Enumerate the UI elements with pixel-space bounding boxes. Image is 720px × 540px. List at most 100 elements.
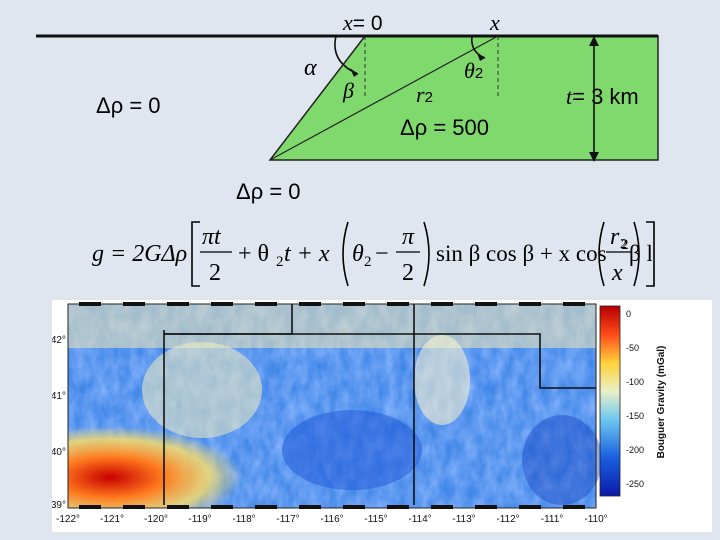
thickness-label: t= 3 km [566, 84, 639, 109]
map-frame-tick [299, 302, 321, 306]
map-frame-tick [519, 505, 541, 509]
x-tick-label: -119° [188, 514, 211, 525]
eq-beta-ln: β ln [629, 241, 652, 266]
y-tick-label: 42° [52, 335, 66, 346]
map-frame-tick [387, 302, 409, 306]
eq-sup2: 2 [620, 237, 627, 252]
map-frame-tick [255, 302, 277, 306]
r2-label: r2 [416, 82, 433, 107]
theta2-label: θ2 [464, 58, 484, 83]
eq-sub2-b: 2 [364, 254, 372, 270]
x-tick-label: -115° [364, 514, 387, 525]
eq-two-a: 2 [209, 260, 221, 286]
map-central-valley-high [68, 304, 596, 508]
map-frame-tick [475, 302, 497, 306]
map-frame-tick [475, 505, 497, 509]
eq-pi: π [402, 224, 415, 250]
colorbar-tick-label: -150 [626, 411, 644, 421]
eq-pi-t: πt [202, 224, 222, 250]
eq-lhs: g = 2GΔρ [92, 241, 187, 267]
eq-sub2-a: 2 [276, 254, 284, 270]
map-frame-tick [563, 505, 585, 509]
x-label: x [490, 10, 500, 35]
x-tick-label: -122° [56, 514, 80, 525]
colorbar-tick-label: -50 [626, 343, 639, 353]
map-frame-tick [79, 302, 101, 306]
colorbar [599, 305, 621, 497]
map-frame-tick [299, 505, 321, 509]
eq-theta2-t: + θ [238, 241, 269, 267]
y-tick-label: 41° [52, 391, 66, 402]
eq-x-den: x [611, 260, 623, 286]
map-bottom-ticks [79, 505, 585, 509]
delta-rho-bottom-label: Δρ = 0 [236, 179, 301, 204]
x-tick-label: -118° [232, 514, 255, 525]
eq-log-right-paren [633, 221, 640, 287]
eq-t-plus-x: t + x [284, 241, 330, 267]
map-frame-tick [343, 505, 365, 509]
map-frame-tick [79, 505, 101, 509]
map-frame [67, 303, 597, 509]
gravity-equation: g = 2GΔρ πt 2 + θ 2 t + x θ 2 − π 2 sin … [92, 221, 652, 287]
thickness-arrowhead-bottom [589, 152, 599, 162]
x-tick-label: -116° [320, 514, 343, 525]
colorbar-tick-label: -250 [626, 479, 644, 489]
map-boundary-east [164, 333, 596, 389]
alpha-arrowhead [350, 68, 358, 77]
x-tick-label: -111° [541, 514, 564, 525]
beta-label: β [343, 78, 354, 103]
eq-r: r [610, 224, 620, 250]
x-tick-label: -110° [584, 514, 607, 525]
eq-two-b: 2 [402, 260, 414, 286]
colorbar-label: Bouguer Gravity (mGal) [656, 346, 667, 459]
map-frame-tick [519, 302, 541, 306]
gravity-equation-log-term: r 2 x [598, 221, 655, 287]
map-frame-tick [167, 505, 189, 509]
theta2-arrowhead [477, 53, 485, 61]
map-frame-tick [167, 302, 189, 306]
eq-trig: sin β cos β + x cos [436, 241, 607, 266]
eq-left-bracket [191, 221, 200, 287]
x-tick-label: -121° [100, 514, 124, 525]
map-frame-tick [343, 302, 365, 306]
x-tick-label: -112° [496, 514, 519, 525]
eq-log-left-paren [598, 221, 605, 287]
eq-theta2-b: θ [352, 241, 364, 267]
x-tick-label: -114° [408, 514, 431, 525]
thickness-arrowhead-top [589, 36, 599, 46]
y-tick-label: 39° [52, 500, 66, 511]
delta-rho-left-label: Δρ = 0 [96, 93, 161, 118]
map-frame-tick [211, 505, 233, 509]
map-frame-tick [123, 505, 145, 509]
map-frame-tick [255, 505, 277, 509]
x0-label: x= 0 [343, 10, 383, 35]
delta-rho-body-label: Δρ = 500 [400, 115, 489, 140]
eq-right-bracket [646, 221, 655, 287]
map-frame-tick [387, 505, 409, 509]
map-frame-tick [563, 302, 585, 306]
x-tick-label: -117° [276, 514, 299, 525]
x-tick-labels: -122° -121° -120° -119° -118° -117° -116° -115°… [56, 514, 608, 525]
eq-left-paren [342, 221, 349, 287]
y-tick-label: 40° [52, 447, 66, 458]
map-frame-tick [123, 302, 145, 306]
eq-sub2-c: 2 [621, 237, 629, 253]
map-top-ticks [79, 302, 585, 306]
bouguer-gravity-map: -122° -121° -120° -119° -118° -117° -116° -115°… [51, 300, 712, 532]
r2-line [269, 35, 499, 161]
x-tick-label: -113° [452, 514, 475, 525]
colorbar-tick-label: 0 [626, 309, 631, 319]
gravity-map-svg: -122° -121° -120° -119° -118° -117° -116° -115°… [51, 300, 712, 532]
colorbar-ticks: 0 -50 -100 -150 -200 -250 [626, 309, 644, 489]
eq-minus: − [375, 241, 389, 267]
map-frame-tick [431, 505, 453, 509]
map-frame-tick [211, 302, 233, 306]
map-frame-tick [431, 302, 453, 306]
alpha-label: α [304, 55, 317, 81]
colorbar-tick-label: -100 [626, 377, 644, 387]
colorbar-tick-label: -200 [626, 445, 644, 455]
y-tick-labels: 42° 41° 40° 39° [51, 335, 66, 511]
eq-right-paren [423, 221, 430, 287]
